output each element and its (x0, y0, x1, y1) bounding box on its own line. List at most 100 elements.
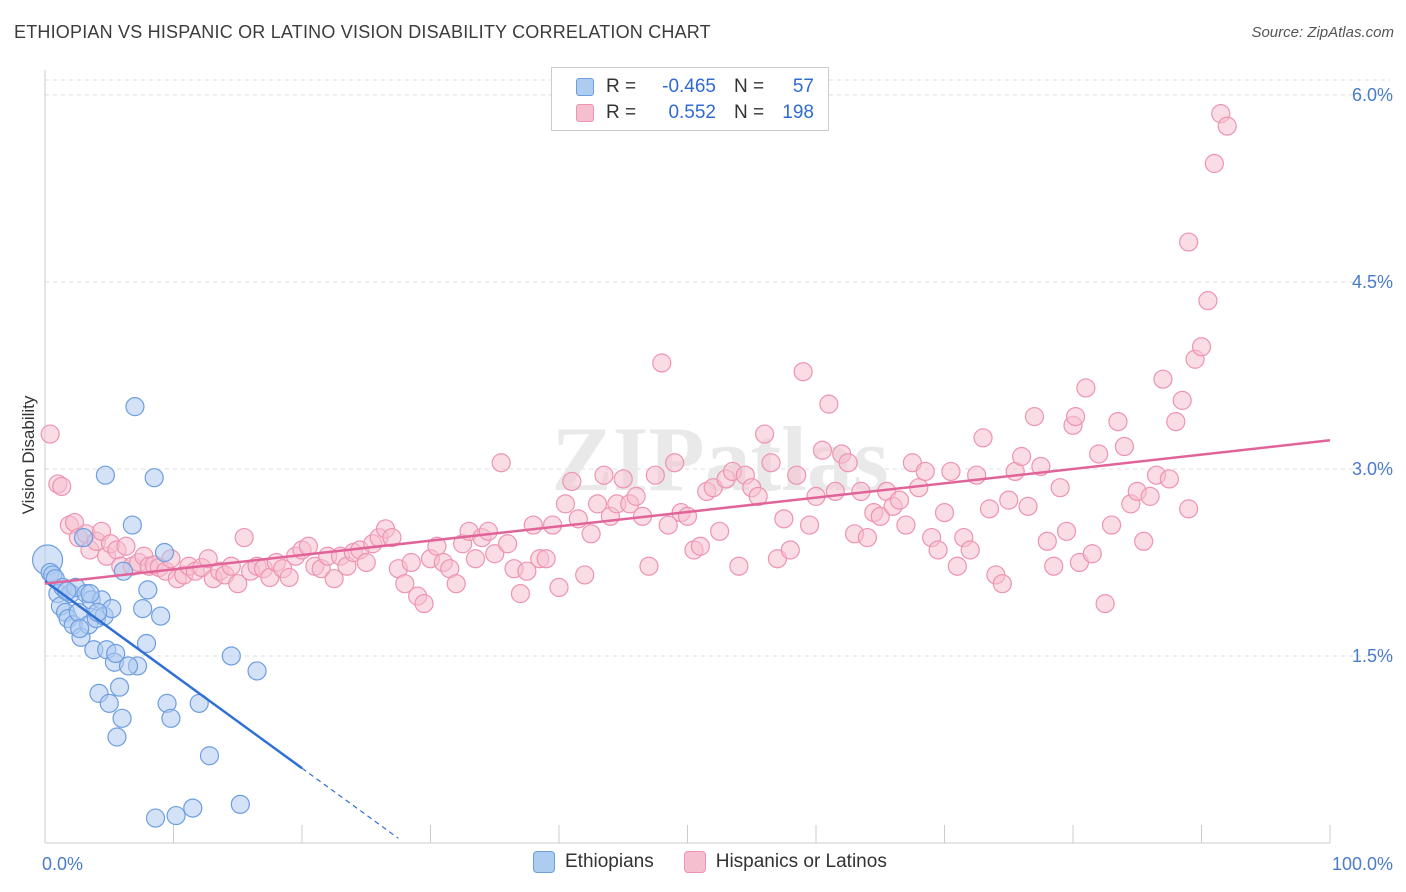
hispanic-point (1050, 478, 1070, 498)
hispanic-point (787, 465, 807, 485)
hispanic-point (1024, 407, 1045, 427)
ethiopian-point (136, 633, 157, 654)
ethiopian-point (70, 618, 90, 639)
ethiopian-trend-line (44, 580, 303, 770)
ethiopian-point (106, 643, 126, 664)
hispanic-point (1153, 369, 1173, 389)
y-axis-label: Vision Disability (19, 395, 38, 514)
hispanic-point (1159, 469, 1179, 489)
hispanic-point (889, 490, 910, 510)
hispanic-point (748, 486, 768, 506)
legend-row-hispanics: R = 0.552 N = 198 (576, 100, 814, 126)
hispanic-point (825, 481, 845, 502)
legend-n-value: 198 (782, 102, 814, 123)
ethiopian-point (107, 727, 127, 747)
source-label: Source: ZipAtlas.com (1251, 24, 1394, 41)
legend-n-label: N = (734, 76, 765, 97)
hispanic-point (690, 536, 710, 556)
y-tick-label: 4.5% (1352, 272, 1393, 292)
hispanic-point (870, 506, 890, 526)
hispanic-point (1018, 496, 1038, 516)
hispanic-point (1082, 544, 1102, 564)
ethiopian-point (138, 580, 158, 600)
ethiopian-point (118, 656, 139, 676)
hispanic-point (491, 453, 511, 473)
hispanic-point (857, 527, 878, 548)
hispanic-point (710, 521, 730, 541)
hispanic-point (587, 494, 608, 514)
ethiopian-point (221, 646, 241, 666)
hispanic-point (52, 476, 72, 497)
hispanic-point (626, 486, 646, 506)
ethiopian-point (133, 599, 153, 619)
hispanic-point (838, 453, 858, 473)
y-tick-label: 3.0% (1352, 459, 1393, 479)
hispanic-point (645, 465, 665, 485)
hispanic-point (555, 494, 576, 514)
hispanic-point (729, 556, 749, 576)
hispanic-point (478, 521, 498, 541)
hispanic-point (754, 424, 775, 444)
hispanic-point (761, 453, 781, 473)
hispanic-point (960, 540, 980, 560)
hispanic-point (1217, 116, 1237, 136)
hispanic-point (1179, 232, 1199, 252)
legend-swatch-ethiopians (533, 851, 555, 873)
ethiopian-point (95, 465, 115, 485)
correlation-legend: R = -0.465 N = 57 R = 0.552 N = 198 (551, 67, 829, 131)
hispanic-point (562, 471, 582, 492)
hispanic-point (1172, 390, 1192, 410)
ethiopian-point (112, 708, 132, 728)
ethiopian-point (109, 677, 130, 697)
hispanic-point (973, 428, 993, 448)
y-tick-labels: 1.5% 3.0% 4.5% 6.0% (1352, 85, 1393, 666)
hispanic-point (1179, 499, 1199, 519)
ethiopian-point (161, 708, 181, 728)
hispanic-point (1065, 407, 1086, 427)
hispanic-point (581, 524, 601, 544)
legend-label-ethiopians: Ethiopians (565, 851, 654, 872)
hispanic-point (401, 552, 421, 573)
hispanic-point (382, 527, 402, 548)
hispanic-point (234, 527, 254, 548)
hispanic-point (1140, 486, 1160, 506)
ethiopian-point (122, 515, 142, 535)
hispanic-point (594, 465, 614, 485)
hispanic-point (1037, 531, 1057, 551)
ethiopian-points (31, 397, 267, 828)
hispanic-trend-line (44, 439, 1331, 585)
hispanic-point (1198, 291, 1218, 311)
legend-r-value: -0.465 (662, 76, 716, 97)
legend-r-value: 0.552 (668, 102, 716, 123)
hispanic-point (658, 515, 678, 535)
hispanic-point (536, 549, 556, 569)
hispanic-point (992, 574, 1012, 594)
hispanic-point (1166, 411, 1186, 432)
legend-item-hispanics: Hispanics or Latinos (683, 851, 887, 873)
hispanic-point (221, 556, 241, 576)
legend-n-value: 57 (792, 76, 814, 97)
hispanic-point (40, 424, 60, 444)
ethiopian-point (247, 661, 267, 681)
legend-swatch-ethiopians (576, 78, 594, 96)
ethiopian-point (230, 794, 250, 814)
hispanic-point (928, 540, 948, 560)
hispanic-point (1191, 337, 1212, 357)
hispanic-point (793, 362, 813, 382)
hispanic-point (446, 574, 466, 594)
hispanic-point (427, 536, 447, 556)
legend-item-ethiopians: Ethiopians (533, 851, 654, 873)
hispanic-point (414, 594, 434, 614)
hispanic-point (575, 565, 595, 585)
hispanic-point (1108, 411, 1128, 432)
hispanic-point (279, 567, 299, 588)
hispanic-point (613, 469, 633, 489)
ethiopian-point (113, 561, 133, 581)
hispanic-point (780, 540, 800, 560)
hispanic-point (652, 353, 672, 373)
hispanic-point (1044, 556, 1064, 576)
ethiopian-point (199, 746, 220, 766)
hispanic-point (812, 440, 833, 460)
hispanic-point (896, 515, 916, 535)
